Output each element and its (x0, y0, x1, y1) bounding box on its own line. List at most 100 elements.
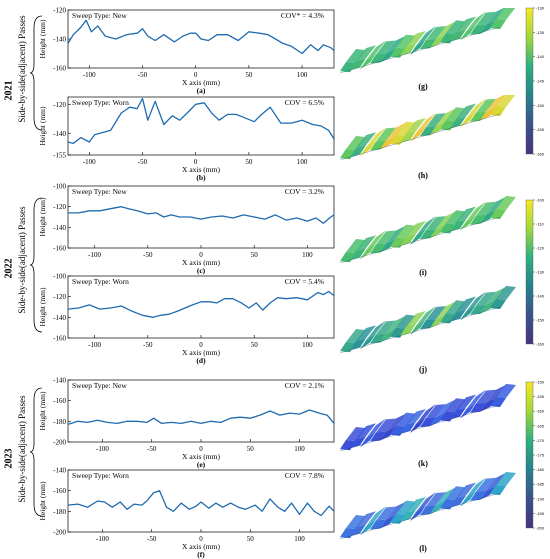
x-tick-label: -50 (138, 71, 148, 79)
bracket-2021 (30, 15, 43, 131)
surface-strip (480, 209, 496, 224)
x-axis-label: X axis (mm) (182, 165, 220, 174)
surface-strip (370, 53, 386, 64)
surface-strip-top (426, 306, 446, 320)
colorbar-tick-label: -110 (536, 222, 544, 227)
surface-strip (440, 411, 456, 422)
surface-plot-k (338, 380, 523, 463)
y-tick-label: -140 (53, 467, 66, 475)
surface-strip (440, 33, 456, 44)
surface-strip-top (486, 196, 506, 215)
surface-strip (340, 149, 356, 160)
surface-strip-top (416, 306, 436, 326)
surface-strip (390, 47, 406, 58)
y-tick-label: -120 (53, 293, 66, 301)
colorbar-tick-label: -180 (536, 467, 545, 472)
y-tick-label: -120 (53, 203, 66, 211)
surface-strip (440, 120, 456, 131)
y-axis-label: Height (mm) (38, 287, 47, 326)
panel-label-g: (g) (418, 82, 428, 91)
surface-strip-top (396, 500, 416, 515)
surface-strip (420, 417, 436, 428)
surface-strip (430, 224, 446, 239)
surface-strip-top (466, 477, 486, 498)
surface-strip-top (456, 103, 476, 120)
surface-strip (360, 140, 376, 157)
x-axis-label: X axis (mm) (182, 258, 220, 267)
surface-strip-top (456, 394, 476, 411)
year-label-2023: 2023 (3, 448, 15, 469)
surface-strip-top (496, 285, 516, 300)
surface-strip-top (486, 6, 506, 25)
surface-edge (339, 492, 501, 540)
surface-strip-top (456, 206, 476, 223)
colorbar-tick-label: -130 (536, 270, 545, 275)
x-tick-label: 50 (251, 251, 259, 259)
x-tick-label: 0 (199, 341, 203, 349)
colorbar-tick-label: -160 (536, 152, 545, 157)
surface-strip-top (396, 224, 416, 239)
surface-strip (470, 24, 486, 35)
profile-line (67, 19, 335, 55)
surface-strip (350, 58, 366, 71)
surface-strip-top (346, 136, 366, 151)
surface-strip (360, 431, 376, 448)
panel-label: (a) (197, 86, 206, 95)
y-tick-label: -140 (53, 130, 66, 138)
colorbar-2023: -150 -155 -160 -165 -170 -175 -180 -185 -190 -195… (524, 380, 550, 535)
surface-strip (430, 34, 446, 49)
x-tick-label: 100 (302, 251, 313, 259)
plot-frame (67, 185, 335, 249)
surface-strip-top (346, 427, 366, 442)
surface-edge (339, 404, 501, 452)
x-tick-label: 50 (247, 445, 255, 453)
x-tick-label: 0 (199, 535, 203, 543)
surface-strip (490, 208, 506, 220)
surface-strip (460, 304, 476, 321)
surface-strip (430, 121, 446, 136)
x-tick-label: -100 (88, 341, 101, 349)
surface-strip-top (496, 471, 516, 486)
panel-label-k: (k) (418, 459, 428, 468)
colorbar-tick-label: -120 (536, 246, 545, 251)
profile-line (67, 97, 335, 145)
sweep-type-label: Sweep Type: Worn (72, 277, 129, 286)
surface-strip (440, 313, 456, 324)
surface-strip-top (366, 506, 386, 527)
x-tick-label: -100 (83, 158, 96, 166)
y-tick-label: -160 (53, 335, 66, 343)
surface-strip-top (386, 501, 406, 520)
colorbar-tick-label: -200 (536, 526, 545, 531)
surface-strip-top (356, 511, 376, 528)
surface-strip-top (476, 477, 496, 492)
surface-strip (420, 319, 436, 330)
profile-line (67, 290, 335, 318)
surface-strip (450, 29, 466, 42)
x-tick-label: -50 (147, 535, 157, 543)
y-tick-label: -140 (53, 314, 66, 322)
panel-label: (d) (196, 356, 206, 365)
surface-strip-top (446, 398, 466, 413)
surface-strip-top (426, 404, 446, 418)
surface-edge (339, 306, 501, 354)
colorbar-tick-label: -160 (536, 409, 545, 414)
profile-plot-d: -100 -50 0 50 100 -100 -120 -140 -160 Sweep Type:… (38, 272, 338, 365)
surface-strip-top (426, 113, 446, 127)
surface-strip (490, 484, 506, 496)
surface-strip-top (396, 314, 416, 329)
surface-plot-h (338, 92, 523, 172)
surface-strip-top (436, 21, 456, 40)
surface-strip-top (446, 486, 466, 501)
colorbar-tick-label: -100 (536, 198, 545, 203)
x-tick-label: -100 (96, 535, 109, 543)
surface-strip-top (376, 418, 396, 433)
sweep-type-label: Sweep Type: New (72, 381, 127, 390)
surface-strip-top (456, 296, 476, 313)
surface-strip (350, 524, 366, 537)
surface-strip (410, 126, 426, 142)
cov-label: COV* = 4.3% (281, 11, 324, 20)
profile-plot-e: -100 -50 0 50 100 -140 -160 -180 -200 Sweep Type:… (38, 376, 338, 469)
surface-strip-top (346, 239, 366, 254)
surface-strip (440, 499, 456, 510)
surface-strip (440, 223, 456, 234)
